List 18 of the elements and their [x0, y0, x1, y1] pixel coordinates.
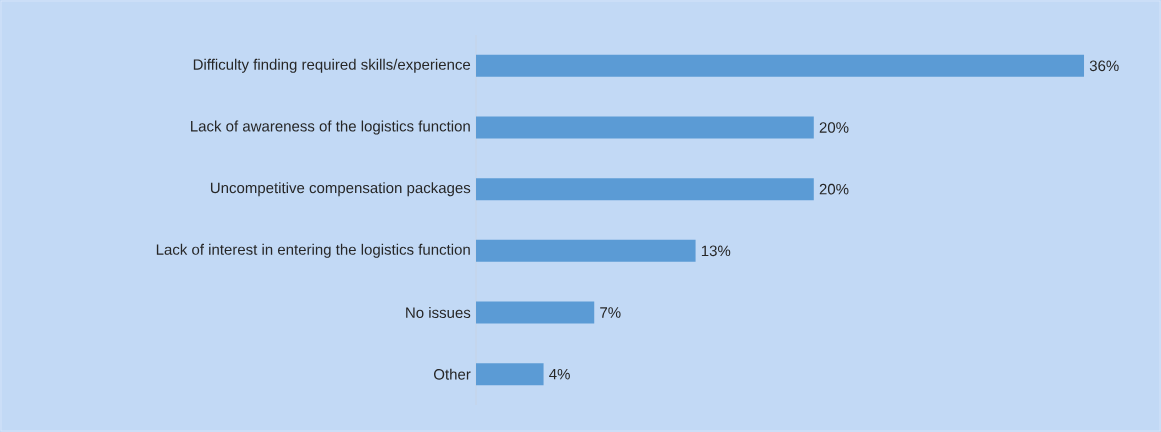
bar	[476, 54, 1085, 77]
data-label: 7%	[600, 307, 621, 318]
bar	[476, 116, 814, 139]
data-label: 13%	[701, 245, 731, 257]
bar	[476, 363, 544, 386]
y-tick-label: Other	[434, 368, 471, 380]
data-label: 36%	[1089, 60, 1119, 72]
bar	[476, 301, 595, 324]
data-label: 20%	[819, 122, 849, 133]
y-tick-label: No issues	[406, 306, 471, 319]
y-tick-label: Lack of interest in entering the logistics function	[156, 243, 470, 258]
y-tick-label: Lack of awareness of the logistics function	[191, 120, 470, 135]
y-tick-label: Difficulty finding required skills/experience	[193, 58, 471, 73]
y-tick-label: Uncompetitive compensation packages	[210, 182, 471, 197]
bar	[476, 178, 814, 201]
bar	[476, 239, 696, 262]
data-label: 20%	[819, 183, 849, 195]
data-label: 4%	[549, 368, 570, 380]
